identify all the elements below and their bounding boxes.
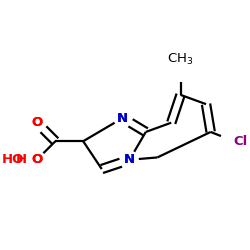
Text: O: O (31, 116, 42, 129)
Text: N: N (117, 112, 128, 124)
Text: N: N (117, 112, 128, 124)
Text: Cl: Cl (234, 135, 248, 148)
Text: HO: HO (2, 153, 24, 166)
Text: O: O (31, 153, 42, 166)
Circle shape (30, 115, 44, 130)
Text: N: N (124, 153, 135, 166)
Circle shape (122, 152, 137, 167)
Text: O: O (31, 116, 42, 129)
Text: H: H (15, 153, 26, 166)
Circle shape (115, 111, 130, 126)
Text: O: O (31, 153, 42, 166)
Circle shape (30, 152, 44, 167)
Text: CH$_3$: CH$_3$ (167, 52, 194, 67)
Text: N: N (124, 153, 135, 166)
